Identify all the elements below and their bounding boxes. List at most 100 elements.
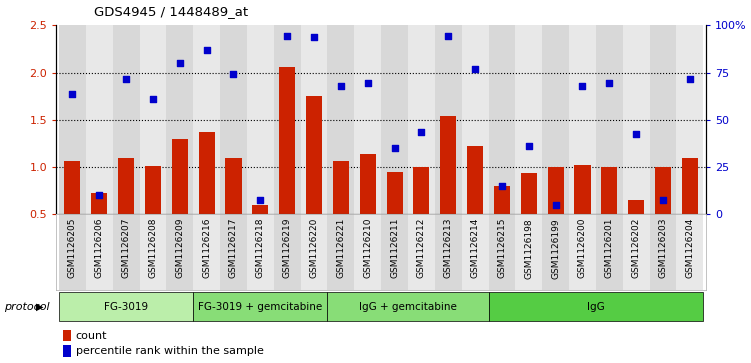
Text: GSM1126218: GSM1126218 bbox=[256, 218, 265, 278]
Point bbox=[281, 33, 293, 39]
Bar bbox=[435, 214, 462, 290]
Point bbox=[577, 83, 589, 89]
Bar bbox=[596, 214, 623, 290]
Bar bbox=[118, 158, 134, 214]
Bar bbox=[91, 193, 107, 214]
Text: GSM1126208: GSM1126208 bbox=[149, 218, 158, 278]
Point bbox=[228, 71, 240, 77]
Bar bbox=[59, 292, 193, 322]
Text: GSM1126212: GSM1126212 bbox=[417, 218, 426, 278]
Bar bbox=[63, 330, 71, 341]
Point bbox=[684, 76, 696, 82]
Bar bbox=[650, 214, 677, 290]
Bar bbox=[569, 214, 596, 290]
Text: FG-3019: FG-3019 bbox=[104, 302, 148, 312]
Point bbox=[308, 34, 320, 40]
Point bbox=[388, 145, 400, 151]
Text: GSM1126221: GSM1126221 bbox=[336, 218, 345, 278]
Point bbox=[603, 80, 615, 86]
Point bbox=[442, 33, 454, 39]
Text: protocol: protocol bbox=[4, 302, 50, 312]
Bar bbox=[547, 167, 564, 214]
Bar bbox=[140, 214, 167, 290]
Text: GSM1126206: GSM1126206 bbox=[95, 218, 104, 278]
Bar bbox=[677, 25, 703, 214]
Bar bbox=[167, 214, 193, 290]
Bar bbox=[542, 214, 569, 290]
Bar bbox=[306, 96, 322, 214]
Bar bbox=[167, 25, 193, 214]
Point bbox=[335, 83, 347, 89]
Bar bbox=[413, 167, 430, 214]
Text: GDS4945 / 1448489_at: GDS4945 / 1448489_at bbox=[94, 5, 248, 18]
Bar bbox=[327, 214, 354, 290]
Bar bbox=[677, 214, 703, 290]
Bar bbox=[172, 139, 188, 214]
Text: GSM1126215: GSM1126215 bbox=[497, 218, 506, 278]
Bar bbox=[327, 25, 354, 214]
Bar bbox=[494, 186, 510, 214]
Point bbox=[469, 66, 481, 72]
Bar bbox=[333, 161, 349, 214]
Text: GSM1126199: GSM1126199 bbox=[551, 218, 560, 279]
Bar bbox=[381, 25, 408, 214]
Bar bbox=[515, 25, 542, 214]
Point bbox=[201, 47, 213, 53]
Bar bbox=[59, 25, 86, 214]
Bar bbox=[628, 200, 644, 214]
Bar bbox=[193, 214, 220, 290]
Bar bbox=[247, 214, 274, 290]
Point bbox=[657, 197, 669, 203]
Text: GSM1126198: GSM1126198 bbox=[524, 218, 533, 279]
Bar bbox=[300, 25, 327, 214]
Text: GSM1126210: GSM1126210 bbox=[363, 218, 372, 278]
Bar bbox=[408, 25, 435, 214]
Text: GSM1126204: GSM1126204 bbox=[686, 218, 695, 278]
Point bbox=[415, 129, 427, 135]
Bar bbox=[623, 25, 650, 214]
Bar bbox=[488, 214, 515, 290]
Text: GSM1126205: GSM1126205 bbox=[68, 218, 77, 278]
Text: GSM1126201: GSM1126201 bbox=[605, 218, 614, 278]
Point bbox=[147, 96, 159, 102]
Bar bbox=[650, 25, 677, 214]
Bar bbox=[193, 25, 220, 214]
Text: GSM1126213: GSM1126213 bbox=[444, 218, 453, 278]
Bar bbox=[113, 25, 140, 214]
Point bbox=[120, 76, 132, 82]
Text: percentile rank within the sample: percentile rank within the sample bbox=[76, 346, 264, 356]
Bar bbox=[520, 173, 537, 214]
Bar bbox=[274, 214, 300, 290]
Bar bbox=[467, 146, 483, 214]
Bar bbox=[575, 165, 590, 214]
Text: GSM1126207: GSM1126207 bbox=[122, 218, 131, 278]
Bar bbox=[193, 292, 327, 322]
Text: GSM1126203: GSM1126203 bbox=[659, 218, 668, 278]
Bar bbox=[354, 25, 381, 214]
Bar bbox=[300, 214, 327, 290]
Bar bbox=[220, 25, 247, 214]
Bar bbox=[387, 172, 403, 214]
Text: GSM1126217: GSM1126217 bbox=[229, 218, 238, 278]
Bar bbox=[140, 25, 167, 214]
Point bbox=[93, 192, 105, 198]
Bar bbox=[59, 214, 86, 290]
Bar bbox=[381, 214, 408, 290]
Bar bbox=[86, 25, 113, 214]
Text: FG-3019 + gemcitabine: FG-3019 + gemcitabine bbox=[198, 302, 322, 312]
Point bbox=[173, 60, 185, 66]
Point bbox=[362, 80, 374, 86]
Bar bbox=[596, 25, 623, 214]
Text: GSM1126220: GSM1126220 bbox=[309, 218, 318, 278]
Point bbox=[496, 183, 508, 189]
Point bbox=[630, 131, 642, 137]
Text: ▶: ▶ bbox=[36, 302, 44, 312]
Bar bbox=[542, 25, 569, 214]
Bar bbox=[63, 345, 71, 357]
Bar bbox=[252, 205, 268, 214]
Text: count: count bbox=[76, 331, 107, 341]
Bar bbox=[440, 116, 457, 214]
Text: GSM1126211: GSM1126211 bbox=[390, 218, 399, 278]
Text: GSM1126200: GSM1126200 bbox=[578, 218, 587, 278]
Bar bbox=[682, 159, 698, 214]
